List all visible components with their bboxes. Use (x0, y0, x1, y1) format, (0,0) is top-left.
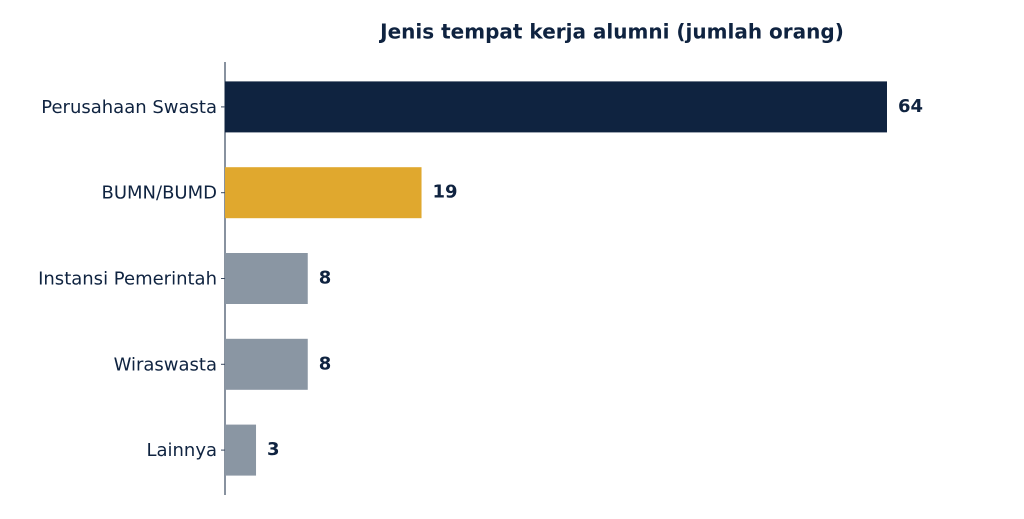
bar (225, 81, 887, 133)
y-tick-label: Lainnya (146, 440, 217, 461)
bar (225, 338, 308, 390)
value-label: 3 (267, 439, 280, 460)
value-label: 19 (433, 182, 458, 203)
value-label: 64 (898, 96, 923, 117)
y-tick-label: BUMN/BUMD (102, 183, 218, 204)
bar (225, 253, 308, 304)
value-label: 8 (319, 268, 332, 289)
y-tick-label: Instansi Pemerintah (38, 269, 217, 290)
bar (225, 167, 422, 219)
value-label: 8 (319, 353, 332, 374)
y-tick-label: Wiraswasta (114, 354, 217, 375)
chart-title: Jenis tempat kerja alumni (jumlah orang) (378, 20, 844, 44)
bar (225, 424, 257, 476)
y-tick-label: Perusahaan Swasta (41, 97, 217, 118)
